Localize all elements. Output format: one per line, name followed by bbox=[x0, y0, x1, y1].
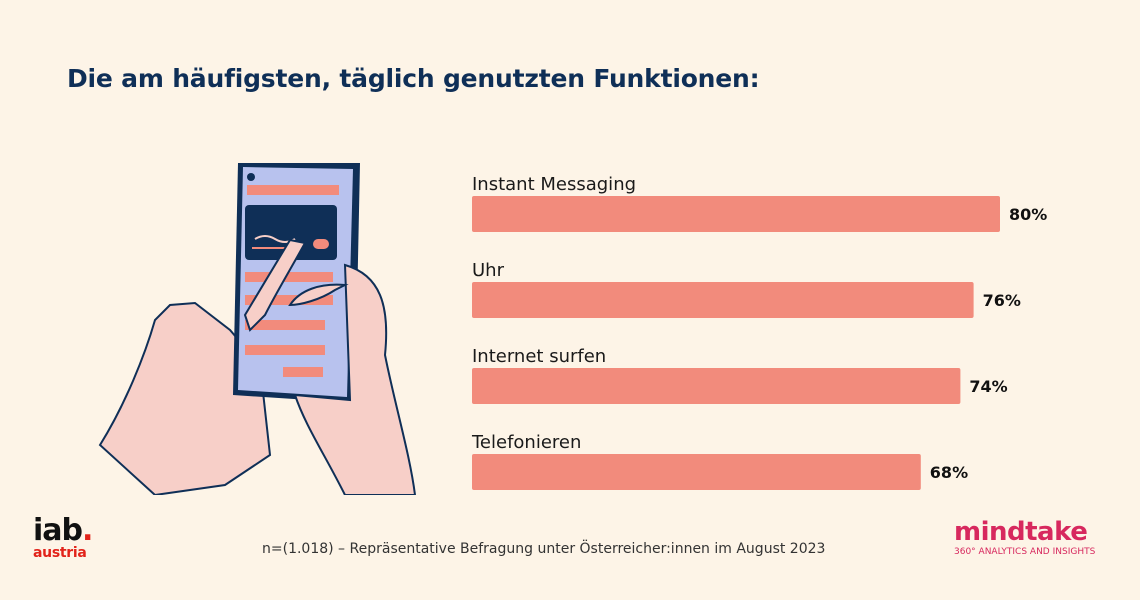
mindtake-logo-text: mindtake bbox=[954, 517, 1088, 547]
category-label: Instant Messaging bbox=[472, 174, 636, 195]
bar bbox=[472, 282, 974, 318]
phone-hand-illustration bbox=[98, 163, 417, 495]
category-label: Uhr bbox=[472, 260, 505, 281]
iab-austria-logo: iab. austria bbox=[33, 516, 103, 568]
iab-logo-text: iab bbox=[33, 513, 83, 548]
bar bbox=[472, 196, 1000, 232]
iab-logo-subtitle: austria bbox=[33, 545, 87, 561]
value-label: 80% bbox=[1009, 205, 1047, 224]
value-label: 68% bbox=[930, 463, 968, 482]
value-label: 76% bbox=[983, 291, 1021, 310]
iab-logo-dot: . bbox=[82, 513, 93, 548]
page-title: Die am häufigsten, täglich genutzten Fun… bbox=[67, 64, 760, 93]
category-label: Telefonieren bbox=[471, 432, 581, 453]
mindtake-logo: mindtake 360° ANALYTICS AND INSIGHTS bbox=[954, 518, 1114, 566]
category-label: Internet surfen bbox=[472, 346, 606, 367]
value-label: 74% bbox=[969, 377, 1007, 396]
bar bbox=[472, 454, 921, 490]
footnote: n=(1.018) – Repräsentative Befragung unt… bbox=[262, 541, 826, 557]
mindtake-logo-tagline: 360° ANALYTICS AND INSIGHTS bbox=[954, 547, 1096, 557]
bar bbox=[472, 368, 961, 404]
